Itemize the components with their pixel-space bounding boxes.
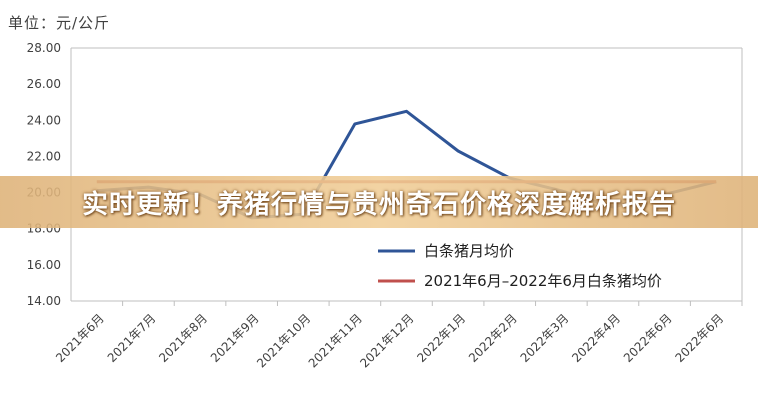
banner-title: 实时更新！养猪行情与贵州奇石价格深度解析报告 [81, 189, 676, 220]
y-tick-label: 28.00 [27, 41, 61, 55]
x-tick-label: 2022年3月 [518, 311, 572, 365]
x-axis-ticks: 2021年6月2021年7月2021年8月2021年9月2021年10月2021… [53, 300, 743, 370]
y-tick-label: 16.00 [27, 258, 61, 272]
y-tick-label: 14.00 [27, 294, 61, 308]
x-tick-label: 2021年7月 [105, 311, 159, 365]
x-tick-label: 2021年8月 [156, 311, 210, 365]
title-banner: 实时更新！养猪行情与贵州奇石价格深度解析报告 [0, 176, 758, 228]
x-tick-label: 2022年6月 [672, 311, 726, 365]
x-tick-label: 2022年2月 [466, 311, 520, 365]
x-tick-label: 2022年1月 [414, 311, 468, 365]
y-tick-label: 22.00 [27, 149, 61, 163]
x-tick-label: 2021年6月 [53, 311, 107, 365]
legend-label: 白条猪月均价 [424, 242, 514, 260]
chart-legend: 白条猪月均价 2021年6月–2022年6月白条猪均价 [378, 242, 662, 290]
x-tick-label: 2021年9月 [208, 311, 262, 365]
legend-label: 2021年6月–2022年6月白条猪均价 [424, 272, 662, 290]
y-tick-label: 24.00 [27, 113, 61, 127]
x-tick-label: 2022年6月 [621, 311, 675, 365]
y-axis-unit-label: 单位：元/公斤 [8, 14, 111, 32]
x-tick-label: 2021年11月 [306, 311, 365, 370]
x-tick-label: 2021年10月 [254, 311, 313, 370]
x-tick-label: 2021年12月 [357, 311, 416, 370]
y-tick-label: 26.00 [27, 77, 61, 91]
x-tick-label: 2022年4月 [569, 311, 623, 365]
